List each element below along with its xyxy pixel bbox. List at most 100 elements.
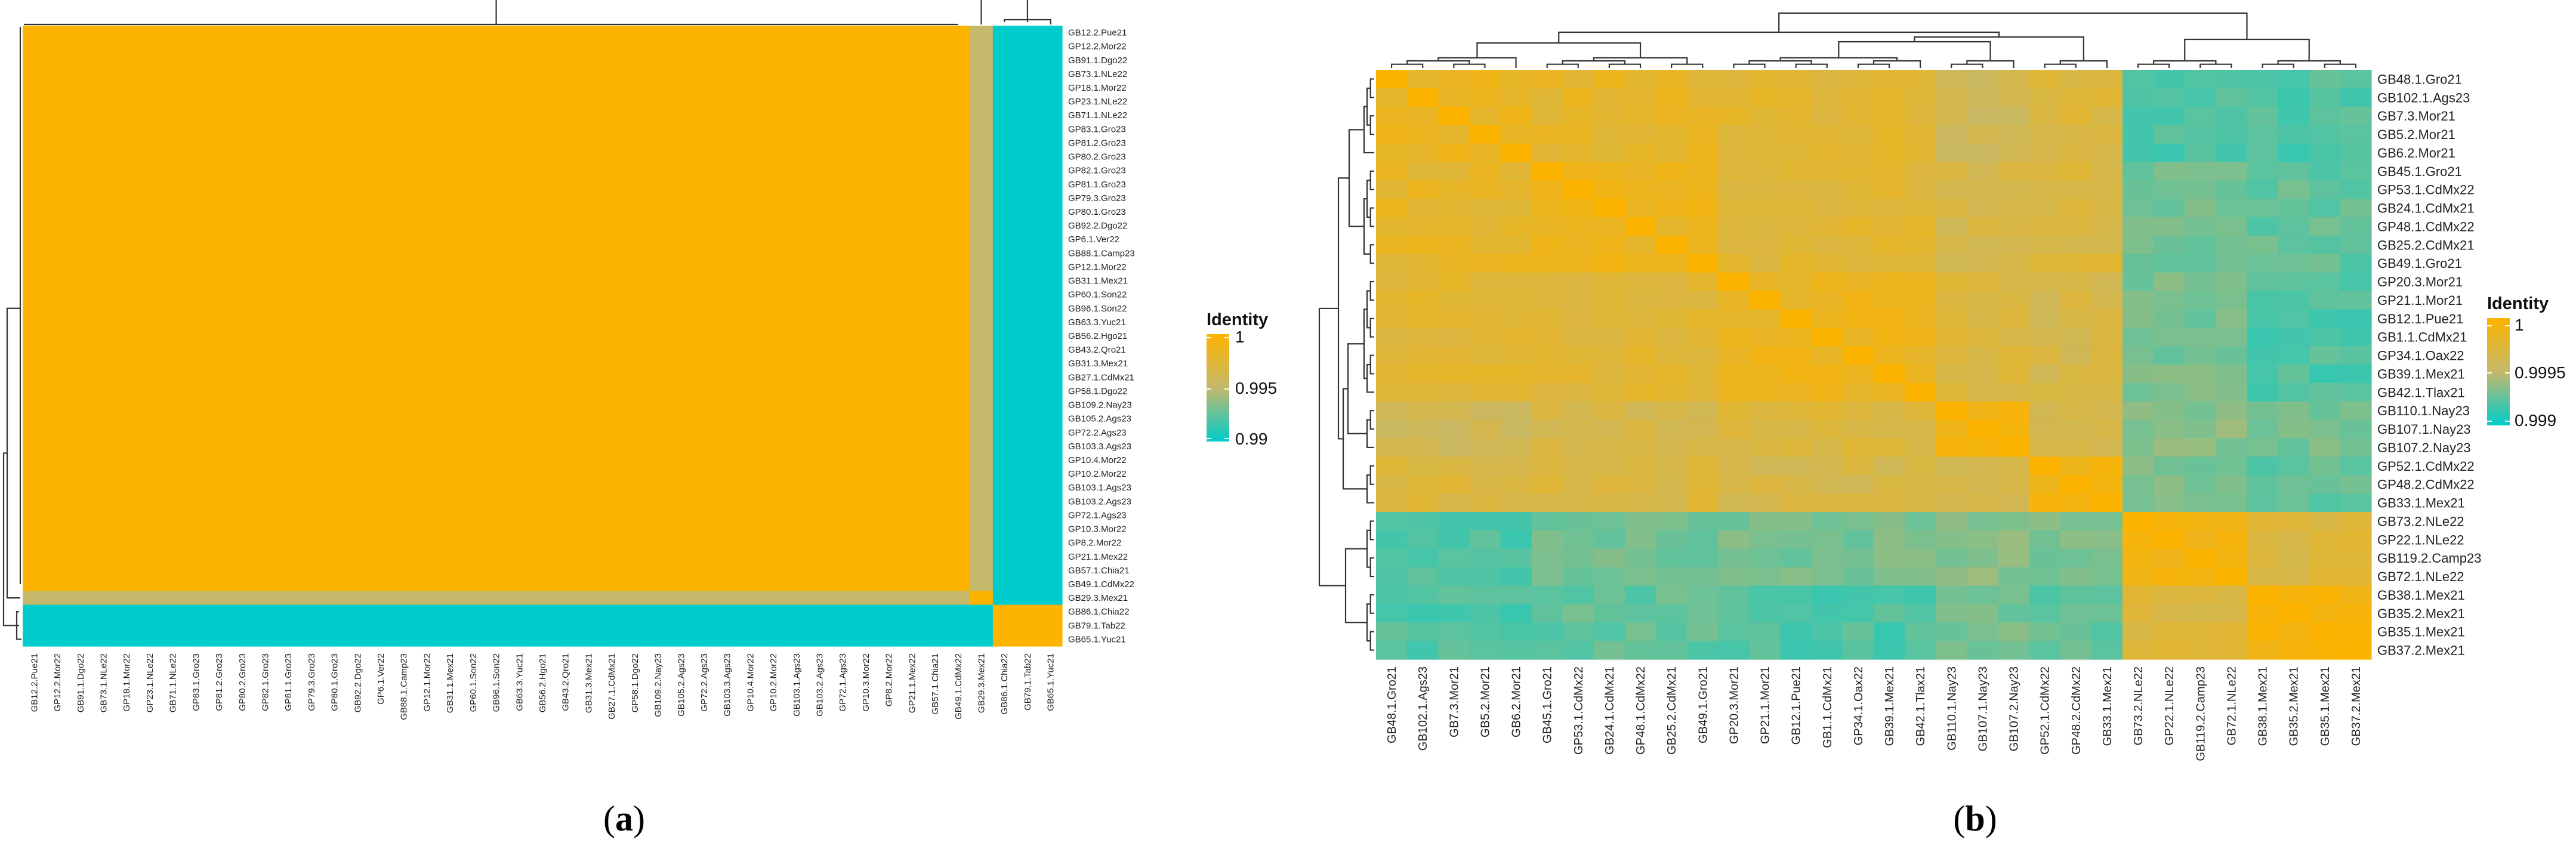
heatmap-b-cell (1905, 217, 1936, 236)
heatmap-b-cell (1469, 604, 1501, 623)
heatmap-a-cell (45, 604, 70, 619)
heatmap-a-cell (530, 356, 554, 371)
heatmap-a-cell (900, 370, 924, 385)
heatmap-a-cell (900, 577, 924, 592)
heatmap-b-cell (1562, 272, 1594, 292)
heatmap-a-cell (1016, 342, 1039, 357)
heatmap-a-cell (831, 246, 855, 261)
heatmap-a-cell (1039, 135, 1063, 150)
heatmap-a-cell (23, 135, 47, 150)
heatmap-a-row-label: GB103.2.Ags23 (1068, 496, 1131, 507)
heatmap-a-cell (1039, 301, 1063, 316)
heatmap-a-cell (923, 39, 948, 54)
heatmap-b-cell (1718, 401, 1750, 421)
legend-b-title: Identity (2487, 294, 2549, 313)
heatmap-a-row-label: GP21.1.Mex22 (1068, 552, 1128, 562)
heatmap-a-cell (230, 536, 254, 550)
dendrogram-branch (16, 611, 21, 640)
heatmap-a-cell (600, 274, 624, 288)
heatmap-a-cell (184, 453, 208, 468)
heatmap-b-cell (1905, 475, 1936, 494)
heatmap-a-cell (1016, 315, 1039, 330)
heatmap-a-cell (230, 232, 254, 247)
heatmap-b-cell (2247, 143, 2279, 162)
heatmap-b-cell (1718, 199, 1750, 218)
heatmap-b-cell (1687, 180, 1719, 199)
heatmap-b-cell (1438, 622, 1470, 641)
heatmap-a-cell (184, 135, 208, 150)
heatmap-a-cell (323, 94, 347, 109)
heatmap-a-cell (1039, 536, 1063, 550)
heatmap-a-cell (808, 398, 832, 412)
heatmap-a-cell (761, 288, 786, 302)
heatmap-b-column-label: GB73.2.NLe22 (2132, 666, 2145, 745)
heatmap-a-cell (184, 632, 208, 647)
heatmap-a-cell (692, 618, 716, 633)
heatmap-b-cell (2185, 162, 2216, 181)
heatmap-a-cell (507, 246, 532, 261)
heatmap-b-cell (1967, 180, 1999, 199)
heatmap-a-cell (739, 26, 763, 40)
heatmap-a-cell (900, 260, 924, 274)
heatmap-b-cell (1376, 88, 1408, 107)
heatmap-b-cell (1874, 88, 1905, 107)
heatmap-a-cell (946, 453, 970, 468)
heatmap-b-cell (1687, 235, 1719, 255)
heatmap-b-cell (1687, 475, 1719, 494)
heatmap-b-cell (1718, 419, 1750, 439)
heatmap-a-cell (900, 494, 924, 509)
heatmap-a-cell (92, 108, 116, 123)
heatmap-a-cell (345, 522, 370, 536)
heatmap-a-cell (45, 246, 70, 261)
heatmap-a-cell (577, 522, 601, 536)
heatmap-b-cell (2060, 291, 2092, 310)
heatmap-b-cell (2216, 604, 2248, 623)
heatmap-b-cell (2340, 143, 2372, 162)
heatmap-a-cell (415, 26, 439, 40)
heatmap-b-cell (1531, 604, 1563, 623)
heatmap-b-cell (1625, 512, 1656, 531)
heatmap-b-cell (1842, 641, 1874, 660)
heatmap-a-cell (600, 246, 624, 261)
heatmap-a-cell (369, 301, 393, 316)
heatmap-b-cell (2340, 70, 2372, 89)
heatmap-b-cell (1811, 162, 1843, 181)
heatmap-a-cell (92, 26, 116, 40)
heatmap-a-cell (785, 177, 809, 192)
heatmap-b-cell (1687, 548, 1719, 568)
heatmap-b-cell (2247, 235, 2279, 255)
heatmap-b-cell (2216, 328, 2248, 347)
heatmap-b-cell (1593, 493, 1625, 513)
heatmap-b-row-label: GB42.1.Tlax21 (2377, 385, 2465, 400)
heatmap-b-cell (1936, 199, 1967, 218)
heatmap-a-cell (138, 439, 162, 454)
heatmap-a-cell (923, 604, 948, 619)
heatmap-a-cell (300, 177, 323, 192)
heatmap-b-cell (1718, 585, 1750, 604)
heatmap-a-cell (485, 274, 508, 288)
heatmap-a-cell (369, 384, 393, 399)
heatmap-b-cell (1967, 622, 1999, 641)
heatmap-a-cell (161, 577, 185, 592)
heatmap-a-cell (369, 508, 393, 523)
heatmap-a-cell (23, 163, 47, 178)
heatmap-a-cell (300, 604, 323, 619)
heatmap-a-cell (715, 39, 739, 54)
heatmap-b-cell (1967, 254, 1999, 273)
heatmap-b-cell (1780, 622, 1812, 641)
heatmap-a-cell (877, 150, 901, 164)
heatmap-b-cell (1905, 548, 1936, 568)
heatmap-a-cell (623, 26, 647, 40)
heatmap-b-cell (1531, 548, 1563, 568)
heatmap-a-cell (230, 591, 254, 606)
heatmap-a-cell (115, 522, 139, 536)
heatmap-b-cell (1998, 512, 2030, 531)
heatmap-a-cell (92, 315, 116, 330)
heatmap-b-cell (1407, 162, 1439, 181)
heatmap-a-cell (115, 467, 139, 481)
heatmap-a-cell (554, 453, 578, 468)
heatmap-a-row-label: GB92.2.Dgo22 (1068, 221, 1127, 231)
heatmap-a-cell (808, 508, 832, 523)
heatmap-a-cell (323, 480, 347, 495)
heatmap-b-cell (1874, 512, 1905, 531)
